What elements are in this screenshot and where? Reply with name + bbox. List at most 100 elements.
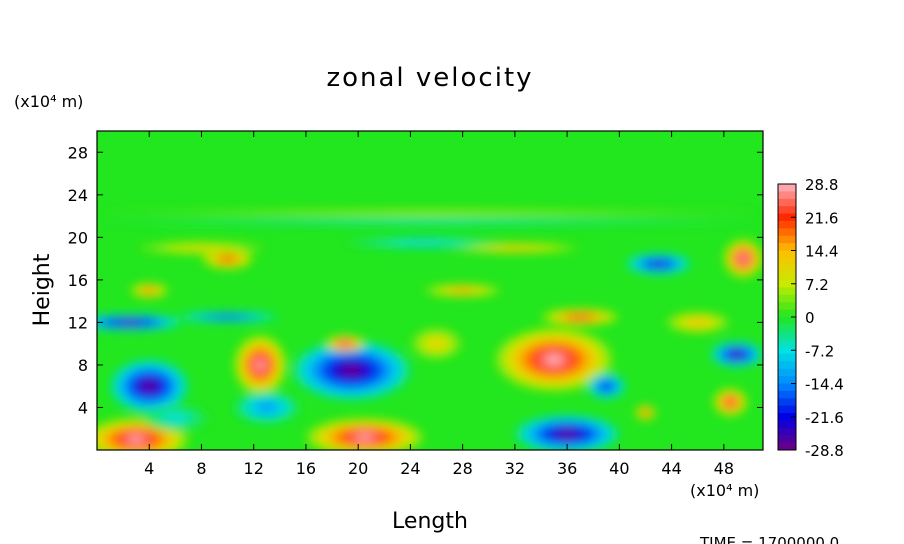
colorbar-swatch-17 (778, 309, 796, 318)
colorbar-label-2: 14.4 (805, 243, 838, 261)
colorbar-label-5: -7.2 (805, 342, 834, 360)
colorbar-swatch-7 (778, 235, 796, 244)
colorbar-swatch-0 (778, 184, 796, 192)
colorbar-label-7: -21.6 (805, 409, 844, 427)
field-feature-15-band-6 (603, 384, 610, 389)
x-tick-label-10: 44 (661, 459, 681, 478)
x-tick-label-0: 4 (144, 459, 154, 478)
field-feature-8-band-6 (146, 289, 153, 292)
colorbar-label-0: 28.8 (805, 176, 838, 194)
field-feature-12-band-6 (653, 262, 664, 266)
field-feature-21-band-6 (262, 405, 272, 410)
colorbar-swatch-5 (778, 220, 796, 229)
y-tick-label-4: 20 (68, 228, 88, 247)
colorbar-label-6: -14.4 (805, 376, 844, 394)
field-feature-28-band-6 (383, 211, 477, 214)
x-tick-label-8: 36 (557, 459, 577, 478)
colorbar-swatch-23 (778, 353, 796, 362)
x-tick-label-4: 20 (348, 459, 368, 478)
field-feature-13-band-6 (733, 352, 741, 357)
colorbar-label-3: 7.2 (805, 276, 829, 294)
colorbar-label-1: 21.6 (805, 209, 838, 227)
x-axis-unit: (x10⁴ m) (690, 481, 759, 500)
colorbar-swatch-27 (778, 383, 796, 392)
colorbar-swatch-24 (778, 361, 796, 370)
field-feature-27-band-6 (383, 220, 477, 223)
field-feature-14-band-6 (727, 400, 733, 405)
colorbar-label-8: -28.8 (805, 442, 844, 460)
field-feature-9-band-6 (122, 321, 138, 324)
colorbar-swatch-29 (778, 398, 796, 407)
colorbar-swatch-19 (778, 324, 796, 333)
colorbar-swatch-16 (778, 302, 796, 311)
field-feature-10-band-6 (220, 316, 236, 319)
field-feature-11-band-6 (740, 255, 747, 262)
x-axis-label: Length (392, 509, 468, 534)
colorbar-swatch-35 (778, 442, 796, 451)
y-tick-label-6: 28 (68, 143, 88, 162)
colorbar-swatch-13 (778, 280, 796, 288)
colorbar-swatch-21 (778, 339, 796, 348)
colorbar-swatch-2 (778, 198, 796, 207)
y-axis-unit: (x10⁴ m) (14, 92, 83, 111)
field-feature-20-band-6 (574, 315, 586, 319)
colorbar-swatch-33 (778, 427, 796, 436)
field-feature-2-band-6 (256, 360, 264, 370)
y-tick-label-2: 12 (68, 313, 88, 332)
plot-area (97, 131, 763, 450)
x-tick-label-9: 40 (609, 459, 629, 478)
y-tick-label-3: 16 (68, 271, 88, 290)
time-label: TIME = 1700000.0 (699, 534, 839, 544)
x-tick-label-6: 28 (452, 459, 472, 478)
colorbar-swatch-14 (778, 287, 796, 296)
x-tick-label-7: 32 (505, 459, 525, 478)
field-feature-24-band-6 (505, 246, 525, 249)
colorbar-swatch-12 (778, 272, 796, 281)
colorbar-swatch-34 (778, 435, 796, 444)
field-feature-26-band-6 (192, 246, 211, 249)
y-tick-label-1: 8 (78, 356, 88, 375)
colorbar-swatch-32 (778, 420, 796, 429)
chart-title: zonal velocity (326, 63, 533, 93)
colorbar-swatch-22 (778, 346, 796, 355)
field-feature-17-band-6 (342, 342, 348, 345)
field-feature-4-band-6 (356, 434, 374, 440)
colorbar-swatch-8 (778, 243, 796, 251)
field-feature-6-band-6 (559, 431, 575, 437)
colorbar-swatch-1 (778, 191, 796, 200)
field-feature-1-band-6 (143, 382, 155, 390)
field-feature-22-band-6 (693, 320, 703, 324)
field-feature-16-band-6 (643, 411, 647, 414)
y-axis-label: Height (30, 253, 55, 326)
colorbar-swatch-28 (778, 390, 796, 399)
colorbar-swatch-18 (778, 317, 796, 325)
plot-frame (96, 130, 764, 451)
colorbar-swatch-9 (778, 250, 796, 259)
colorbar-swatch-15 (778, 294, 796, 303)
field-feature-0-band-6 (128, 436, 144, 443)
x-tick-label-1: 8 (196, 459, 206, 478)
colorbar-swatch-4 (778, 213, 796, 222)
field-feature-25-band-6 (412, 241, 435, 244)
colorbar-swatch-6 (778, 228, 796, 237)
colorbar-label-4: 0 (805, 309, 815, 327)
colorbar-swatch-20 (778, 331, 796, 340)
colorbar-swatch-10 (778, 257, 796, 266)
y-tick-label-5: 24 (68, 186, 88, 205)
colorbar-swatch-11 (778, 265, 796, 274)
colorbar-swatch-25 (778, 368, 796, 377)
field-feature-23-band-6 (432, 341, 441, 346)
colorbar-swatch-26 (778, 376, 796, 384)
colorbar-swatch-30 (778, 405, 796, 414)
x-tick-label-2: 12 (244, 459, 264, 478)
x-tick-label-11: 48 (714, 459, 734, 478)
y-tick-label-0: 4 (78, 398, 88, 417)
field-feature-5-band-6 (545, 355, 563, 365)
x-tick-label-5: 24 (400, 459, 420, 478)
colorbar: 28.8 21.6 14.4 7.2 0 -7.2 -14.4 -21.6 -28.8 (777, 176, 844, 460)
field-feature-19-band-6 (457, 289, 469, 292)
colorbar-swatch-31 (778, 413, 796, 421)
field-feature-18-band-6 (170, 416, 181, 420)
colorbar-swatch-3 (778, 206, 796, 215)
